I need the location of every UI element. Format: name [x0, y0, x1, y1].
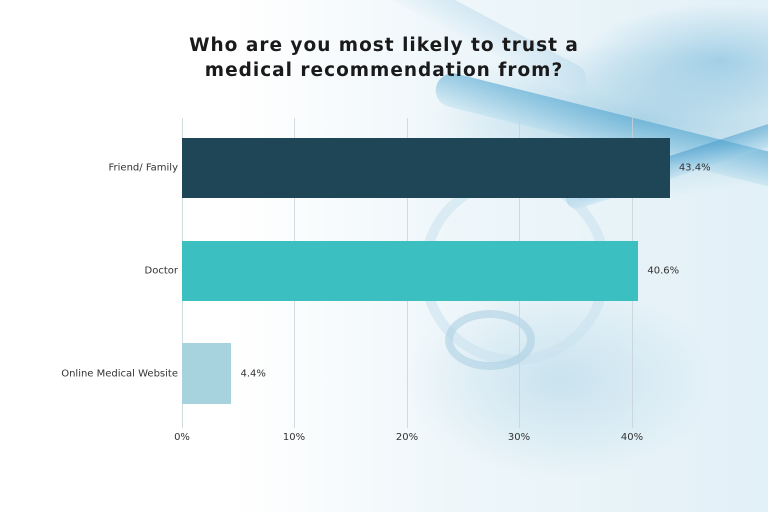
- x-tick-0: 0%: [174, 432, 190, 443]
- category-label-doctor: Doctor: [144, 265, 178, 277]
- x-tick-40: 40%: [620, 432, 644, 443]
- x-tick-30: 30%: [507, 432, 531, 443]
- x-tick-10: 10%: [282, 432, 306, 443]
- x-tick-20: 20%: [395, 432, 419, 443]
- bar-friend-family: [182, 138, 670, 198]
- bar-online-medical-website: [182, 343, 232, 404]
- chart-title-line-1: Who are you most likely to trust a: [189, 35, 579, 56]
- category-label-friend-family: Friend/ Family: [108, 162, 178, 174]
- chart-title-line-2: medical recommendation from?: [204, 60, 564, 81]
- value-label-doctor: 40.6%: [647, 265, 680, 277]
- chart-title: Who are you most likely to trust a medic…: [0, 33, 768, 83]
- stethoscope-chestpiece-decoration: [445, 310, 535, 370]
- category-label-online-medical-website: Online Medical Website: [61, 368, 178, 380]
- bar-doctor: [182, 241, 639, 301]
- value-label-friend-family: 43.4%: [678, 162, 711, 174]
- value-label-online-medical-website: 4.4%: [240, 368, 266, 380]
